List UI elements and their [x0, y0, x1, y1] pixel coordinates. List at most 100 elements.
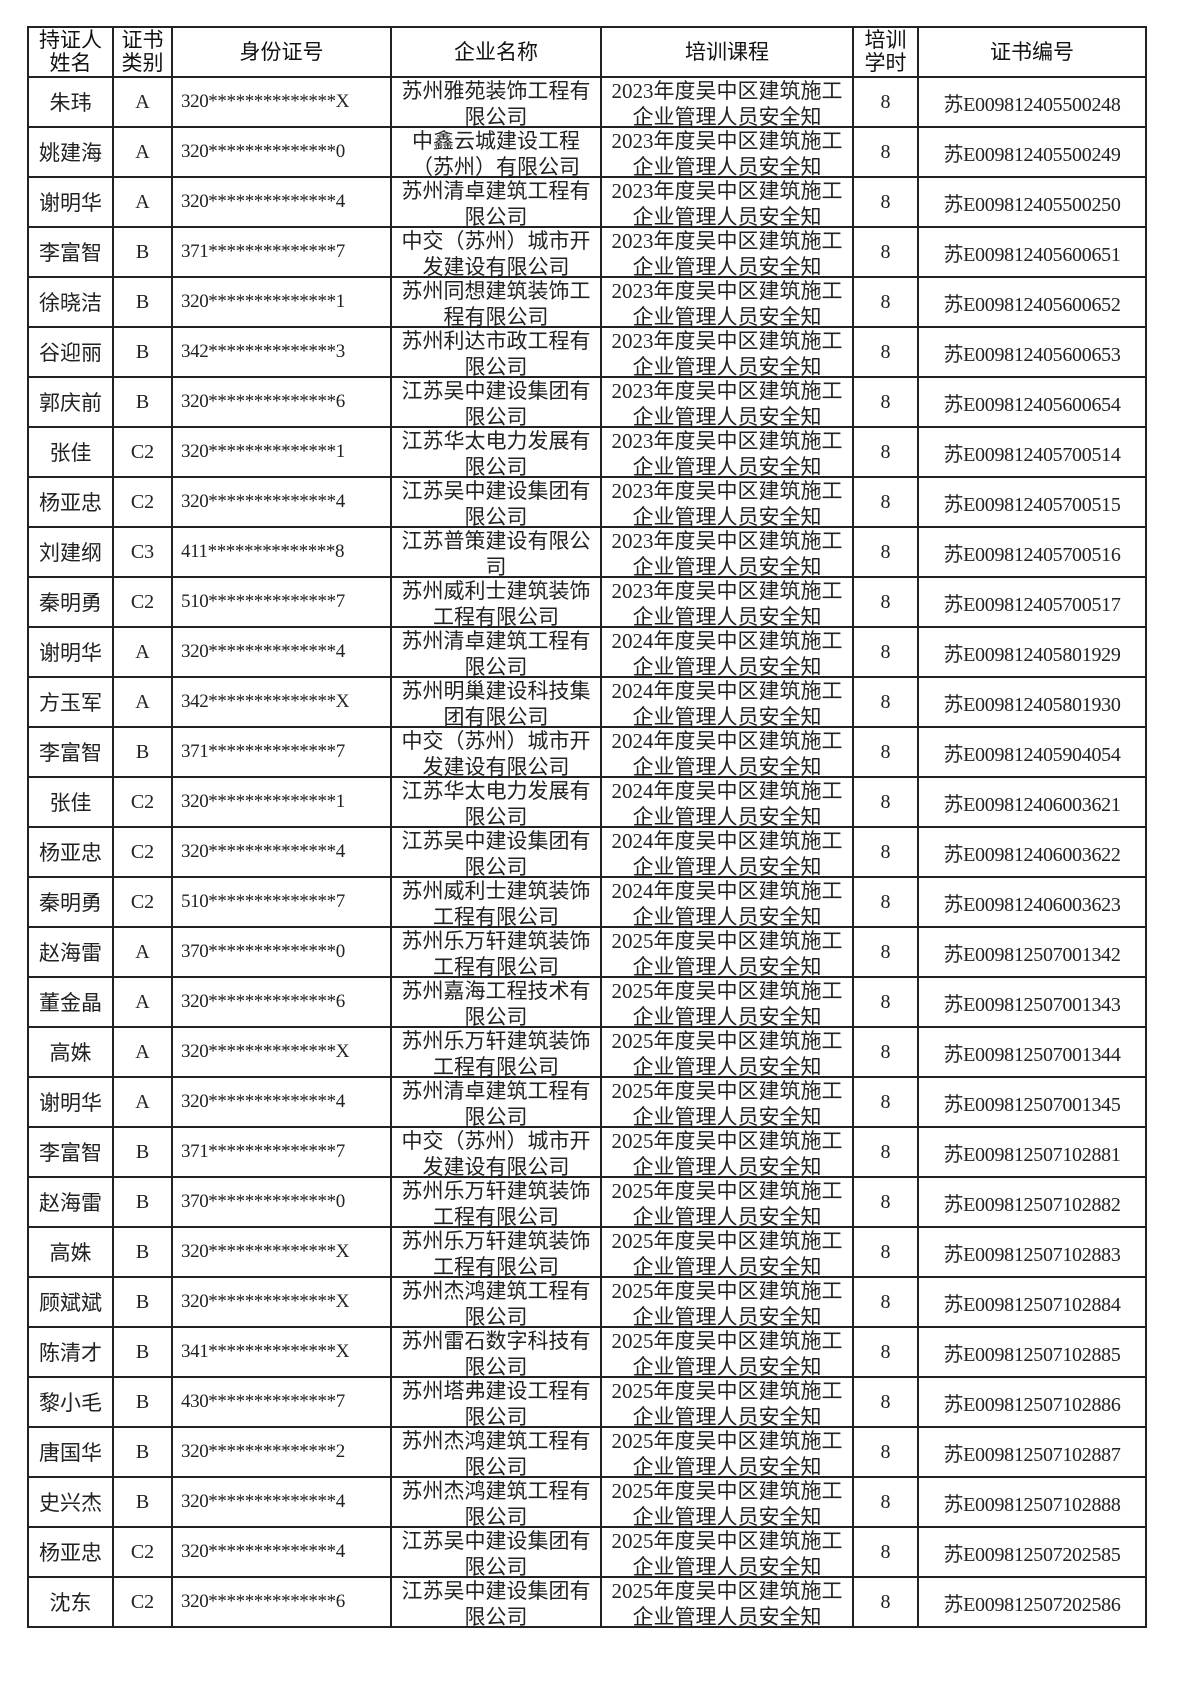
cell-cert-number: 苏E009812405700515: [917, 476, 1147, 528]
training-hours-text: 8: [880, 1190, 891, 1213]
cert-category-text: B: [135, 740, 150, 763]
holder-name-text: 董金晶: [39, 991, 102, 1015]
cell-id-number: 320**************1: [171, 426, 392, 478]
cell-cert-number: 苏E009812507102884: [917, 1276, 1147, 1328]
training-course-text: 2025年度吴中区建筑施工企业管理人员安全知: [611, 1079, 843, 1126]
cell-company-name: 苏州同想建筑装饰工程有限公司: [390, 276, 602, 328]
training-hours-text: 8: [880, 440, 891, 463]
holder-name-text: 徐晓洁: [39, 291, 102, 315]
id-number-text: 411**************8: [181, 541, 345, 562]
holder-name-text: 黎小毛: [39, 1391, 102, 1415]
table-row: 高姝 B 320**************X 苏州乐万轩建筑装饰工程有限公司 2025…: [27, 1226, 1147, 1278]
cert-category-text: B: [135, 1140, 150, 1163]
cell-training-hours: 8: [852, 126, 919, 178]
cell-company-name: 苏州清卓建筑工程有限公司: [390, 626, 602, 678]
training-hours-text: 8: [880, 290, 891, 313]
table-row: 张佳 C2 320**************1 江苏华太电力发展有限公司 2023年度…: [27, 426, 1147, 478]
header-training-course: 培训课程: [600, 26, 854, 78]
cell-training-hours: 8: [852, 626, 919, 678]
certificate-table: 持证人姓名 证书类别 身份证号 企业名称 培训课程 培训学时 证书编号 朱玮 A 3…: [27, 26, 1147, 1628]
id-number-text: 320**************6: [181, 991, 345, 1012]
cell-training-hours: 8: [852, 426, 919, 478]
company-name-text: 江苏华太电力发展有限公司: [401, 429, 591, 476]
training-hours-text: 8: [880, 740, 891, 763]
cell-cert-number: 苏E009812507102888: [917, 1476, 1147, 1528]
cell-company-name: 苏州威利士建筑装饰工程有限公司: [390, 576, 602, 628]
cell-training-hours: 8: [852, 1526, 919, 1578]
holder-name-text: 谢明华: [39, 1091, 102, 1115]
training-course-text: 2023年度吴中区建筑施工企业管理人员安全知: [611, 379, 843, 426]
table-row: 秦明勇 C2 510**************7 苏州威利士建筑装饰工程有限公司 20…: [27, 876, 1147, 928]
training-course-text: 2023年度吴中区建筑施工企业管理人员安全知: [611, 129, 843, 176]
table-body: 朱玮 A 320**************X 苏州雅苑装饰工程有限公司 2023年度吴…: [27, 76, 1147, 1628]
cell-id-number: 320**************X: [171, 1226, 392, 1278]
holder-name-text: 赵海雷: [39, 1191, 102, 1215]
cell-cert-category: C2: [112, 776, 173, 828]
cell-training-course: 2025年度吴中区建筑施工企业管理人员安全知: [600, 1576, 854, 1628]
training-course-text: 2025年度吴中区建筑施工企业管理人员安全知: [611, 1129, 843, 1176]
company-name-text: 江苏吴中建设集团有限公司: [401, 479, 591, 526]
cell-cert-category: B: [112, 1476, 173, 1528]
training-hours-text: 8: [880, 490, 891, 513]
cell-training-hours: 8: [852, 676, 919, 728]
table-row: 姚建海 A 320**************0 中鑫云城建设工程（苏州）有限公司 20…: [27, 126, 1147, 178]
cell-cert-number: 苏E009812405801930: [917, 676, 1147, 728]
training-hours-text: 8: [880, 1040, 891, 1063]
cell-id-number: 342**************X: [171, 676, 392, 728]
id-number-text: 371**************7: [181, 241, 345, 262]
table-row: 秦明勇 C2 510**************7 苏州威利士建筑装饰工程有限公司 20…: [27, 576, 1147, 628]
table-row: 史兴杰 B 320**************4 苏州杰鸿建筑工程有限公司 2025年度…: [27, 1476, 1147, 1528]
company-name-text: 苏州威利士建筑装饰工程有限公司: [401, 579, 591, 626]
holder-name-text: 唐国华: [39, 1441, 102, 1465]
header-holder-name: 持证人姓名: [27, 26, 114, 78]
cert-category-text: C3: [130, 540, 155, 563]
holder-name-text: 秦明勇: [39, 591, 102, 615]
cell-company-name: 苏州杰鸿建筑工程有限公司: [390, 1476, 602, 1528]
cell-cert-number: 苏E009812406003622: [917, 826, 1147, 878]
cell-training-course: 2023年度吴中区建筑施工企业管理人员安全知: [600, 576, 854, 628]
cell-cert-category: A: [112, 926, 173, 978]
holder-name-text: 张佳: [49, 441, 92, 465]
cert-number-text: 苏E009812507202586: [943, 1593, 1121, 1616]
holder-name-text: 谢明华: [39, 191, 102, 215]
id-number-text: 320**************1: [181, 441, 345, 462]
company-name-text: 苏州威利士建筑装饰工程有限公司: [401, 879, 591, 926]
table-row: 赵海雷 B 370**************0 苏州乐万轩建筑装饰工程有限公司 202…: [27, 1176, 1147, 1228]
header-id-number: 身份证号: [171, 26, 392, 78]
training-course-text: 2024年度吴中区建筑施工企业管理人员安全知: [611, 629, 843, 676]
id-number-text: 320**************4: [181, 641, 345, 662]
cell-cert-number: 苏E009812507102887: [917, 1426, 1147, 1478]
training-hours-text: 8: [880, 340, 891, 363]
cell-cert-number: 苏E009812507001342: [917, 926, 1147, 978]
holder-name-text: 沈东: [49, 1591, 92, 1615]
training-hours-text: 8: [880, 540, 891, 563]
cell-cert-category: A: [112, 76, 173, 128]
training-course-text: 2023年度吴中区建筑施工企业管理人员安全知: [611, 329, 843, 376]
company-name-text: 中鑫云城建设工程（苏州）有限公司: [412, 129, 580, 176]
training-course-text: 2023年度吴中区建筑施工企业管理人员安全知: [611, 179, 843, 226]
training-course-text: 2025年度吴中区建筑施工企业管理人员安全知: [611, 929, 843, 976]
training-course-text: 2025年度吴中区建筑施工企业管理人员安全知: [611, 1429, 843, 1476]
cell-cert-number: 苏E009812405801929: [917, 626, 1147, 678]
cell-company-name: 苏州清卓建筑工程有限公司: [390, 176, 602, 228]
cell-cert-category: A: [112, 1076, 173, 1128]
training-hours-text: 8: [880, 940, 891, 963]
holder-name-text: 杨亚忠: [39, 491, 102, 515]
cert-number-text: 苏E009812507001345: [943, 1093, 1121, 1116]
training-course-text: 2025年度吴中区建筑施工企业管理人员安全知: [611, 1279, 843, 1326]
company-name-text: 江苏吴中建设集团有限公司: [401, 1579, 591, 1626]
cell-holder-name: 黎小毛: [27, 1376, 114, 1428]
cell-cert-category: C3: [112, 526, 173, 578]
holder-name-text: 方玉军: [39, 691, 102, 715]
holder-name-text: 朱玮: [49, 91, 92, 115]
company-name-text: 苏州雷石数字科技有限公司: [401, 1329, 591, 1376]
cell-company-name: 苏州杰鸿建筑工程有限公司: [390, 1276, 602, 1328]
cert-category-text: B: [135, 1440, 150, 1463]
holder-name-text: 史兴杰: [39, 1491, 102, 1515]
cert-number-text: 苏E009812405700516: [943, 543, 1121, 566]
cell-cert-number: 苏E009812405904054: [917, 726, 1147, 778]
cell-cert-category: B: [112, 1326, 173, 1378]
training-hours-text: 8: [880, 1390, 891, 1413]
cell-holder-name: 谢明华: [27, 1076, 114, 1128]
id-number-text: 371**************7: [181, 1141, 345, 1162]
